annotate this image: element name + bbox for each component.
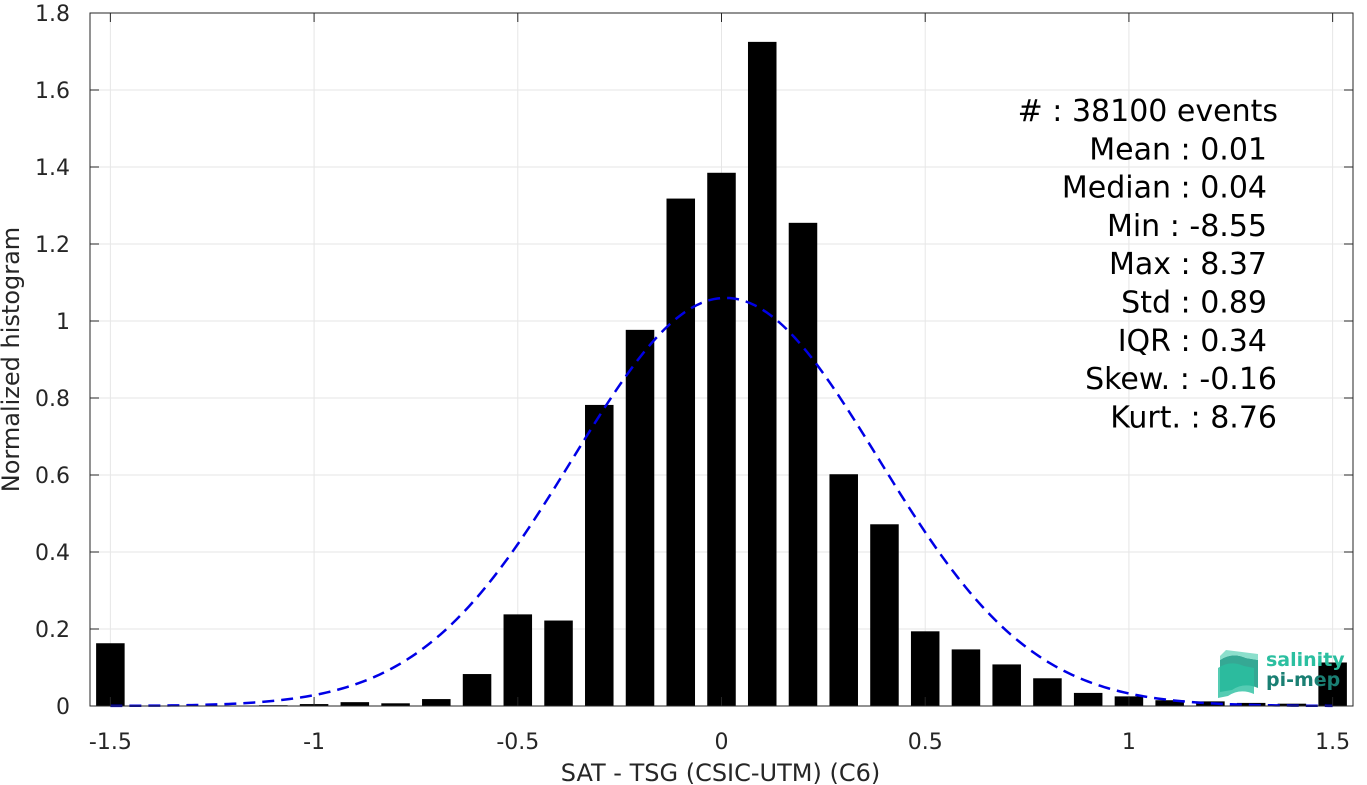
histogram-bar xyxy=(96,643,125,706)
stat-std: Std : 0.89 xyxy=(1121,286,1267,321)
stat-kurt: Kurt. : 8.76 xyxy=(1110,400,1277,435)
stat-skew: Skew. : -0.16 xyxy=(1085,362,1277,397)
x-tick-labels: -1.5 -1 -0.5 0 0.5 1 1.5 xyxy=(89,730,1350,755)
histogram-bar xyxy=(666,198,696,706)
y-tick-label: 0.2 xyxy=(35,618,70,643)
x-tick-label: 1 xyxy=(1122,730,1136,755)
histogram-bar xyxy=(381,703,410,706)
histogram-bar xyxy=(1033,678,1062,706)
histogram-bar xyxy=(1073,692,1103,706)
y-tick-label: 1.6 xyxy=(35,79,70,104)
histogram-bars xyxy=(96,41,1347,706)
histogram-bar xyxy=(870,524,899,706)
histogram-bar xyxy=(951,649,981,706)
histogram-bar xyxy=(340,702,370,706)
stat-iqr: IQR : 0.34 xyxy=(1118,324,1267,359)
y-tick-label: 1 xyxy=(56,310,70,335)
x-tick-label: 0.5 xyxy=(908,730,943,755)
stat-count: # : 38100 events xyxy=(1018,94,1278,129)
histogram-bar xyxy=(462,674,492,706)
y-tick-label: 1.8 xyxy=(35,2,70,27)
histogram-bar xyxy=(992,664,1021,706)
histogram-bar xyxy=(503,614,533,706)
x-axis-title: SAT - TSG (CSIC-UTM) (C6) xyxy=(561,759,880,785)
histogram-bar xyxy=(585,404,614,706)
histogram-bar xyxy=(788,222,818,706)
histogram-bar xyxy=(544,620,573,706)
histogram-bar xyxy=(625,329,655,706)
histogram-bar xyxy=(422,699,451,706)
stat-mean: Mean : 0.01 xyxy=(1089,132,1267,167)
y-tick-label: 0.4 xyxy=(35,541,70,566)
x-tick-label: 0 xyxy=(715,730,729,755)
y-tick-labels: 0 0.2 0.4 0.6 0.8 1 1.2 1.4 1.6 1.8 xyxy=(35,2,70,720)
stat-min: Min : -8.55 xyxy=(1107,209,1267,244)
histogram-bar xyxy=(707,172,736,706)
y-tick-label: 1.2 xyxy=(35,233,70,258)
histogram-bar xyxy=(1196,701,1225,706)
x-tick-label: -1 xyxy=(303,730,325,755)
logo-text-pimep: pi-mep xyxy=(1266,669,1340,691)
stat-max: Max : 8.37 xyxy=(1109,247,1267,282)
y-tick-label: 0.6 xyxy=(35,464,70,489)
salinity-pimep-logo: salinity pi-mep xyxy=(1218,649,1345,698)
logo-wave-icon xyxy=(1218,650,1258,698)
x-tick-label: 1.5 xyxy=(1315,730,1350,755)
statistics-annotation: # : 38100 events Mean : 0.01 Median : 0.… xyxy=(1018,94,1278,435)
y-tick-label: 1.4 xyxy=(35,156,70,181)
histogram-bar xyxy=(747,41,777,706)
axis-ticks xyxy=(90,12,1353,707)
stat-median: Median : 0.04 xyxy=(1062,171,1267,206)
histogram-bar xyxy=(829,474,858,706)
y-tick-label: 0 xyxy=(56,695,70,720)
logo-text-salinity: salinity xyxy=(1266,649,1345,671)
histogram-bar xyxy=(910,631,940,706)
y-tick-label: 0.8 xyxy=(35,387,70,412)
y-axis-title: Normalized histogram xyxy=(0,227,25,492)
x-tick-label: -1.5 xyxy=(89,730,132,755)
x-tick-label: -0.5 xyxy=(496,730,539,755)
histogram-bar xyxy=(1155,700,1184,706)
